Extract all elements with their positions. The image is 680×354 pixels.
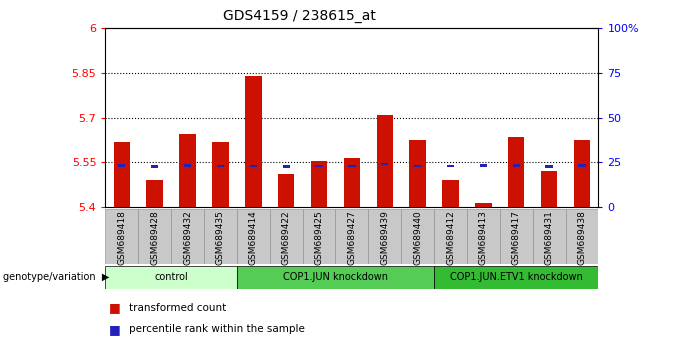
Bar	[146, 180, 163, 207]
Bar	[270, 209, 303, 264]
Text: GSM689414: GSM689414	[249, 211, 258, 265]
Bar	[151, 165, 158, 168]
Bar	[118, 165, 125, 167]
Text: transformed count: transformed count	[129, 303, 226, 313]
Bar	[184, 165, 191, 167]
Text: GDS4159 / 238615_at: GDS4159 / 238615_at	[223, 9, 375, 23]
Bar	[409, 140, 426, 207]
Bar	[467, 209, 500, 264]
Text: COP1.JUN.ETV1 knockdown: COP1.JUN.ETV1 knockdown	[450, 272, 583, 282]
Text: GSM689413: GSM689413	[479, 211, 488, 266]
Bar	[434, 266, 598, 289]
Text: COP1.JUN knockdown: COP1.JUN knockdown	[283, 272, 388, 282]
Bar	[250, 165, 257, 167]
Text: GSM689412: GSM689412	[446, 211, 455, 265]
Bar	[566, 209, 598, 264]
Text: GSM689417: GSM689417	[512, 211, 521, 266]
Bar	[579, 164, 585, 167]
Bar	[574, 140, 590, 207]
Bar	[311, 161, 327, 207]
Text: GSM689440: GSM689440	[413, 211, 422, 265]
Bar	[204, 209, 237, 264]
Text: GSM689431: GSM689431	[545, 211, 554, 266]
Bar	[442, 180, 459, 207]
Bar	[532, 209, 566, 264]
Bar	[245, 76, 262, 207]
Bar	[343, 158, 360, 207]
Bar	[508, 137, 524, 207]
Bar	[237, 266, 434, 289]
Text: GSM689438: GSM689438	[577, 211, 586, 266]
Bar	[171, 209, 204, 264]
Bar	[545, 165, 553, 168]
Bar	[335, 209, 369, 264]
Bar	[278, 174, 294, 207]
Bar	[348, 165, 356, 167]
Bar	[316, 165, 322, 167]
Bar	[401, 209, 434, 264]
Text: GSM689439: GSM689439	[380, 211, 389, 266]
Text: GSM689425: GSM689425	[315, 211, 324, 265]
Bar	[500, 209, 532, 264]
Bar	[377, 115, 393, 207]
Bar	[434, 209, 467, 264]
Bar	[217, 165, 224, 167]
Text: GSM689435: GSM689435	[216, 211, 225, 266]
Bar	[447, 165, 454, 167]
Bar	[381, 163, 388, 165]
Bar	[369, 209, 401, 264]
Text: ■: ■	[109, 323, 120, 336]
Bar	[303, 209, 335, 264]
Text: GSM689428: GSM689428	[150, 211, 159, 265]
Bar	[283, 165, 290, 168]
Bar	[105, 209, 138, 264]
Text: control: control	[154, 272, 188, 282]
Bar	[212, 142, 228, 207]
Text: genotype/variation  ▶: genotype/variation ▶	[3, 272, 109, 282]
Text: GSM689432: GSM689432	[183, 211, 192, 265]
Text: ■: ■	[109, 302, 120, 314]
Bar	[114, 142, 130, 207]
Bar	[541, 171, 558, 207]
Bar	[475, 202, 492, 207]
Bar	[237, 209, 270, 264]
Bar	[480, 164, 487, 167]
Text: GSM689422: GSM689422	[282, 211, 290, 265]
Bar	[138, 209, 171, 264]
Bar	[180, 134, 196, 207]
Text: GSM689427: GSM689427	[347, 211, 356, 265]
Bar	[105, 266, 237, 289]
Bar	[513, 165, 520, 167]
Text: GSM689418: GSM689418	[118, 211, 126, 266]
Bar	[414, 165, 421, 167]
Text: percentile rank within the sample: percentile rank within the sample	[129, 324, 305, 334]
